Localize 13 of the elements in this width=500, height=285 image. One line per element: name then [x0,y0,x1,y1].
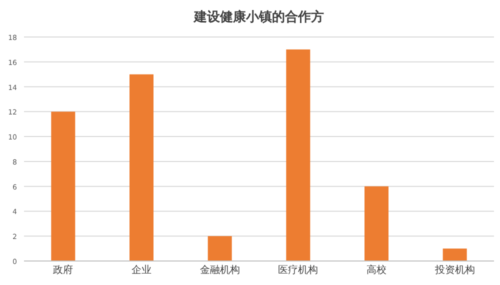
bar [442,248,467,261]
chart-title: 建设健康小镇的合作方 [193,9,324,25]
x-tick-label: 投资机构 [434,264,475,276]
x-tick-label: 高校 [366,264,386,276]
bar [130,74,154,261]
bar [208,236,232,261]
x-tick-label: 企业 [132,264,152,276]
bar [364,186,388,261]
x-tick-label: 医疗机构 [278,264,318,276]
x-tick-label: 金融机构 [200,264,240,276]
bar [51,112,76,261]
x-tick-label: 政府 [53,264,74,276]
bar [286,49,310,261]
